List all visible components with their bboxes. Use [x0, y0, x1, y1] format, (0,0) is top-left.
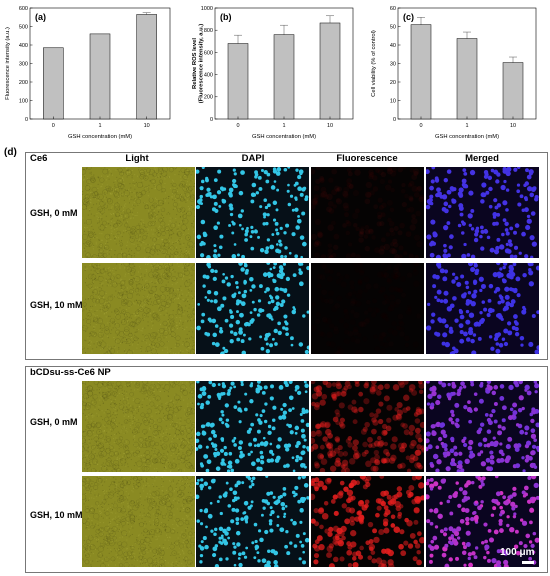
row-label-np-gsh-0: GSH, 0 mM [30, 417, 78, 427]
x-tick-label: 1 [98, 123, 101, 129]
chart-c-svg: 0 10 20 30 40 50 60 0 1 10 GSH concentration (mM) C… [371, 6, 537, 140]
y-tick-label: 600 [204, 50, 213, 56]
micrograph-canvas [196, 263, 309, 354]
x-tick-label: 1 [465, 123, 468, 129]
micrograph-canvas [426, 476, 539, 567]
group-ce6-title: Ce6 [30, 153, 48, 164]
col-header-merged: Merged [465, 153, 499, 164]
bar-0 [43, 47, 64, 120]
micrograph-fluor-row-1 [311, 167, 424, 258]
y-tick-label: 200 [19, 80, 28, 86]
y-tick-label: 800 [204, 28, 213, 34]
panel-label: (b) [220, 12, 232, 22]
y-tick-label: 1000 [201, 6, 213, 12]
bar-10 [502, 62, 524, 120]
micrograph-merged-row-4 [426, 476, 539, 567]
row-label-np-gsh-10: GSH, 10 mM [30, 510, 83, 520]
micrograph-dapi-row-4 [196, 476, 309, 567]
y-tick-label: 500 [19, 24, 28, 30]
col-header-dapi: DAPI [241, 153, 265, 164]
panel-label: (c) [403, 12, 414, 22]
y-tick-label: 20 [390, 80, 396, 86]
bar-1 [273, 34, 295, 120]
micrograph-canvas [426, 381, 539, 472]
x-axis-label: GSH concentration (mM) [252, 134, 316, 140]
bar-1 [89, 33, 111, 120]
scale-bar-label: 100 μm [500, 547, 535, 558]
micrograph-fluor-row-4 [311, 476, 424, 567]
bar-1 [456, 38, 478, 120]
y-tick-label: 60 [390, 6, 396, 12]
col-header-light: Light [125, 153, 149, 164]
y-tick-label: 300 [19, 61, 28, 67]
y-tick-label: 50 [390, 24, 396, 30]
y-axis-label: Fluorescence intensity (a.u.) [5, 27, 11, 100]
x-tick-label: 10 [327, 123, 333, 129]
micrograph-dapi-row-1 [196, 167, 309, 258]
bar-0 [410, 24, 432, 120]
y-tick-label: 0 [25, 117, 28, 123]
panel-d-label: (d) [4, 147, 17, 158]
y-tick-label: 100 [19, 98, 28, 104]
micrograph-canvas [426, 263, 539, 354]
y-tick-label: 600 [19, 6, 28, 12]
y-tick-label: 40 [390, 43, 396, 49]
y-tick-label: 400 [204, 73, 213, 79]
micrograph-canvas [311, 476, 424, 567]
micrograph-dapi-row-2 [196, 263, 309, 354]
y-axis-label: Relative ROS level(Fluorescence intensit… [192, 24, 205, 104]
row-label-ce6-gsh-0: GSH, 0 mM [30, 208, 78, 218]
chart-c: 0 10 20 30 40 50 60 0 1 10 GSH concentration (mM) C… [366, 2, 549, 142]
x-axis-label: GSH concentration (mM) [68, 134, 132, 140]
x-tick-label: 0 [52, 123, 55, 129]
micrograph-light-row-2 [82, 263, 195, 354]
x-tick-label: 1 [282, 123, 285, 129]
micrograph-light-row-4 [82, 476, 195, 567]
scale-bar [522, 561, 534, 564]
y-tick-label: 200 [204, 95, 213, 101]
micrograph-fluor-row-2 [311, 263, 424, 354]
micrograph-canvas [196, 476, 309, 567]
micrograph-merged-row-3 [426, 381, 539, 472]
bar-10 [319, 22, 341, 120]
y-tick-label: 10 [390, 98, 396, 104]
y-tick-label: 0 [210, 117, 213, 123]
y-tick-label: 0 [393, 117, 396, 123]
micrograph-fluor-row-3 [311, 381, 424, 472]
micrograph-canvas [82, 476, 195, 567]
y-tick-label: 400 [19, 43, 28, 49]
micrograph-canvas [82, 381, 195, 472]
micrograph-canvas [311, 167, 424, 258]
row-label-ce6-gsh-10: GSH, 10 mM [30, 300, 83, 310]
x-tick-label: 0 [419, 123, 422, 129]
micrograph-canvas [311, 381, 424, 472]
x-tick-label: 10 [510, 123, 516, 129]
micrograph-canvas [82, 167, 195, 258]
group-np-title: bCDsu-ss-Ce6 NP [30, 367, 111, 378]
chart-a-svg: 0 100 200 300 400 500 600 0 1 10 GSH concentration… [5, 6, 171, 140]
micrograph-canvas [426, 167, 539, 258]
chart-b-svg: 0 200 400 600 800 1000 0 1 10 GSH concentration (… [192, 6, 354, 140]
micrograph-canvas [196, 381, 309, 472]
chart-b: 0 200 400 600 800 1000 0 1 10 GSH concentration (… [183, 2, 366, 142]
chart-a: 0 100 200 300 400 500 600 0 1 10 GSH concentration… [0, 2, 183, 142]
micrograph-dapi-row-3 [196, 381, 309, 472]
col-header-fluorescence: Fluorescence [336, 153, 398, 164]
x-tick-label: 0 [236, 123, 239, 129]
x-tick-label: 10 [144, 123, 150, 129]
bar-0 [227, 43, 249, 120]
y-tick-label: 30 [390, 61, 396, 67]
micrograph-canvas [311, 263, 424, 354]
panel-label: (a) [35, 12, 46, 22]
micrograph-canvas [196, 167, 309, 258]
y-axis-label: Cell viability (% of control) [371, 30, 377, 97]
micrograph-light-row-3 [82, 381, 195, 472]
micrograph-canvas [82, 263, 195, 354]
micrograph-merged-row-1 [426, 167, 539, 258]
micrograph-light-row-1 [82, 167, 195, 258]
bar-10 [136, 14, 157, 120]
micrograph-merged-row-2 [426, 263, 539, 354]
x-axis-label: GSH concentration (mM) [435, 134, 499, 140]
